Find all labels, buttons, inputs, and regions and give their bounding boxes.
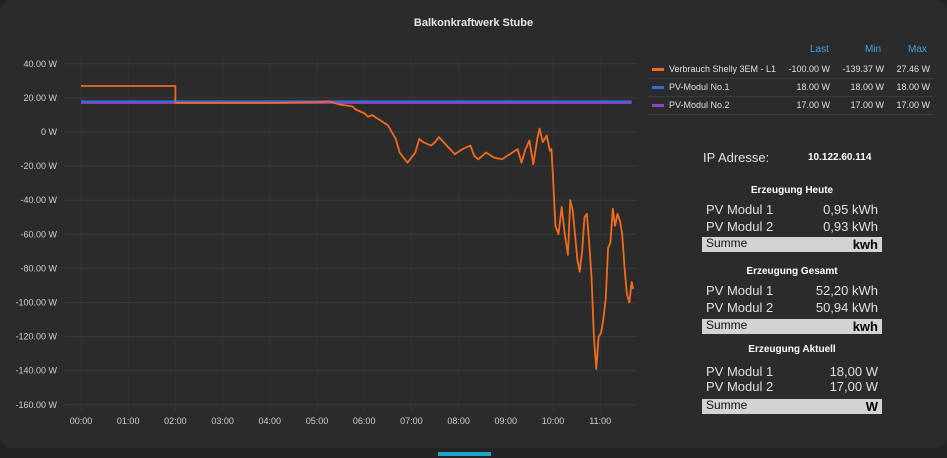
y-axis: 40.00 W 20.00 W 0 W -20.00 W -40.00 W -60.00 … [15, 59, 57, 410]
legend-last-value: 17.00 W [796, 100, 830, 110]
legend-series-name: PV-Modul No.1 [669, 82, 730, 92]
gesamt-sum-value: kwh [852, 319, 878, 334]
y-tick-label: -160.00 W [15, 400, 57, 410]
legend-last-value: -100.00 W [788, 64, 830, 74]
y-tick-label: -60.00 W [20, 229, 57, 239]
aktuell-pv2-label: PV Modul 2 [706, 379, 774, 394]
x-tick-label: 09:00 [495, 416, 518, 426]
gesamt-pv2-value: 50,94 kWh [815, 300, 878, 315]
gesamt-pv1-label: PV Modul 1 [706, 283, 774, 298]
x-axis: 00:00 01:00 02:00 03:00 04:00 05:00 06:00 07:00… [70, 416, 611, 426]
aktuell-pv2-value: 17,00 W [829, 379, 878, 394]
x-tick-label: 04:00 [259, 416, 282, 426]
gesamt-sum-bar: Summe kwh [702, 318, 882, 334]
gesamt-title: Erzeugung Gesamt [746, 266, 838, 277]
legend-header-last: Last [810, 44, 829, 55]
y-tick-label: -20.00 W [20, 161, 57, 171]
tab-indicator[interactable] [438, 452, 491, 456]
x-tick-label: 11:00 [589, 416, 611, 426]
y-tick-label: -80.00 W [20, 263, 57, 273]
heute-sum-value: kwh [852, 237, 878, 252]
legend-series-name: PV-Modul No.2 [669, 100, 730, 110]
chart-series [81, 85, 635, 370]
x-tick-label: 08:00 [447, 416, 470, 426]
series-line-0 [81, 85, 635, 370]
y-tick-label: 20.00 W [23, 93, 57, 103]
heute-pv2-value: 0,93 kWh [823, 219, 878, 234]
gesamt-pv1-value: 52,20 kWh [815, 283, 878, 298]
legend-min-value: 17.00 W [850, 100, 884, 110]
y-tick-label: -40.00 W [20, 195, 57, 205]
aktuell-title: Erzeugung Aktuell [748, 344, 836, 355]
legend-min-value: -139.37 W [842, 64, 884, 74]
heute-sum-bar: Summe kwh [702, 236, 882, 252]
x-tick-label: 01:00 [117, 416, 140, 426]
panel-title: Balkonkraftwerk Stube [413, 17, 534, 29]
x-tick-label: 06:00 [353, 416, 376, 426]
legend-max-value: 18.00 W [896, 82, 930, 92]
y-tick-label: -140.00 W [15, 366, 57, 376]
aktuell-sum-value: W [865, 399, 878, 414]
heute-pv2-label: PV Modul 2 [706, 219, 774, 234]
y-tick-label: -120.00 W [15, 332, 57, 342]
x-tick-label: 05:00 [306, 416, 329, 426]
y-tick-label: 40.00 W [23, 59, 57, 69]
y-tick-label: -100.00 W [15, 298, 57, 308]
legend-row-verbrauch[interactable]: Verbrauch Shelly 3EM - L1 -100.00 W -139… [648, 61, 934, 79]
legend-swatch [652, 104, 664, 107]
legend-swatch [652, 68, 664, 71]
heute-sum-label: Summe [706, 236, 748, 250]
legend-max-value: 27.46 W [896, 64, 930, 74]
legend-swatch [652, 86, 664, 89]
aktuell-pv1-label: PV Modul 1 [706, 364, 774, 379]
aktuell-sum-bar: Summe W [702, 398, 882, 414]
legend-max-value: 17.00 W [896, 100, 930, 110]
heute-pv1-label: PV Modul 1 [706, 202, 774, 217]
legend-series-name: Verbrauch Shelly 3EM - L1 [669, 64, 777, 74]
aktuell-sum-label: Summe [706, 398, 748, 412]
chart-legend: Last Min Max Verbrauch Shelly 3EM - L1 -… [648, 44, 934, 115]
x-tick-label: 07:00 [400, 416, 423, 426]
legend-header-max: Max [908, 44, 927, 55]
legend-row-pv1[interactable]: PV-Modul No.1 18.00 W 18.00 W 18.00 W [648, 79, 934, 97]
gesamt-pv2-label: PV Modul 2 [706, 300, 774, 315]
heute-pv1-value: 0,95 kWh [823, 202, 878, 217]
legend-last-value: 18.00 W [796, 82, 830, 92]
chart-grid [65, 57, 636, 412]
heute-title: Erzeugung Heute [750, 185, 834, 196]
x-tick-label: 03:00 [211, 416, 234, 426]
x-tick-label: 00:00 [70, 416, 93, 426]
legend-header-min: Min [865, 44, 882, 55]
legend-row-pv2[interactable]: PV-Modul No.2 17.00 W 17.00 W 17.00 W [648, 97, 934, 115]
gesamt-sum-label: Summe [706, 318, 748, 332]
x-tick-label: 02:00 [164, 416, 187, 426]
dashboard-panel [0, 0, 947, 448]
ip-label: IP Adresse: [703, 150, 770, 165]
x-tick-label: 10:00 [542, 416, 565, 426]
aktuell-pv1-value: 18,00 W [829, 364, 878, 379]
ip-value: 10.122.60.114 [808, 152, 872, 163]
legend-header: Last Min Max [648, 44, 934, 61]
y-tick-label: 0 W [41, 127, 58, 137]
legend-min-value: 18.00 W [850, 82, 884, 92]
